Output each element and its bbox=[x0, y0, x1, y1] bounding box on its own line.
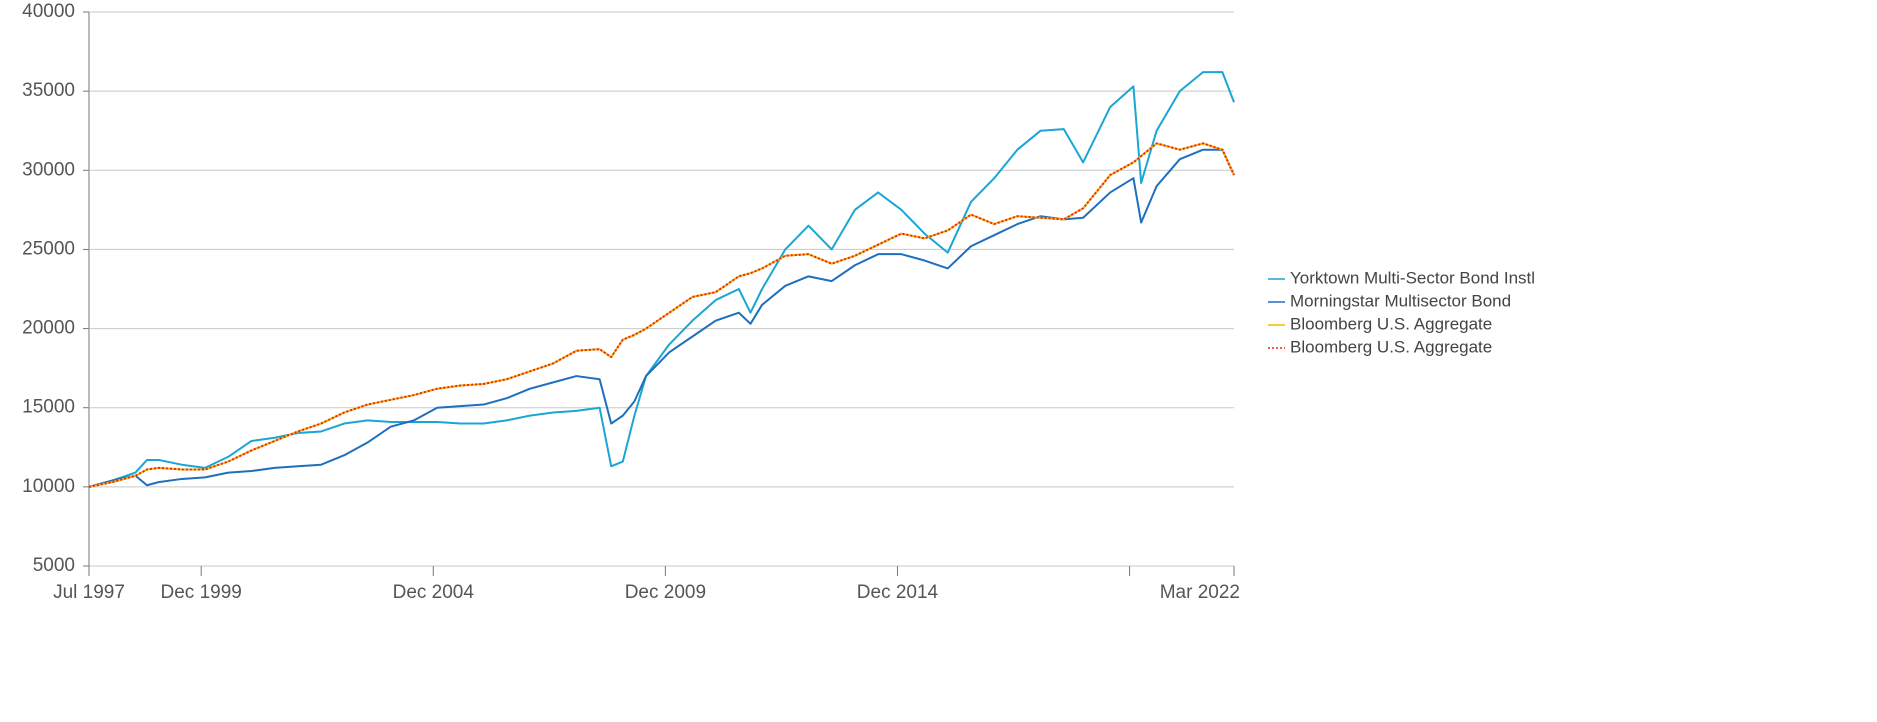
x-tick-label: Jul 1997 bbox=[53, 582, 125, 603]
series-line bbox=[88, 71, 1235, 488]
legend-label: Yorktown Multi-Sector Bond Instl bbox=[1290, 268, 1535, 287]
series-line bbox=[88, 142, 1235, 488]
x-tick-label: Dec 2009 bbox=[625, 582, 706, 603]
x-tick-label: Dec 2014 bbox=[857, 582, 939, 603]
y-tick-label: 5000 bbox=[33, 555, 75, 576]
x-tick-label: Dec 1999 bbox=[161, 582, 242, 603]
y-tick-label: 20000 bbox=[22, 318, 75, 339]
legend-label: Bloomberg U.S. Aggregate bbox=[1290, 337, 1492, 356]
y-tick-label: 25000 bbox=[22, 238, 75, 259]
legend-label: Bloomberg U.S. Aggregate bbox=[1290, 314, 1492, 333]
y-tick-label: 35000 bbox=[22, 80, 75, 101]
y-tick-label: 10000 bbox=[22, 476, 75, 497]
legend-label: Morningstar Multisector Bond bbox=[1290, 291, 1511, 310]
x-tick-label: Dec 2004 bbox=[393, 582, 475, 603]
x-tick-label: Mar 2022 bbox=[1160, 582, 1240, 603]
y-tick-label: 15000 bbox=[22, 397, 75, 418]
y-tick-label: 40000 bbox=[22, 1, 75, 22]
y-tick-label: 30000 bbox=[22, 159, 75, 180]
series-line bbox=[88, 142, 1235, 488]
